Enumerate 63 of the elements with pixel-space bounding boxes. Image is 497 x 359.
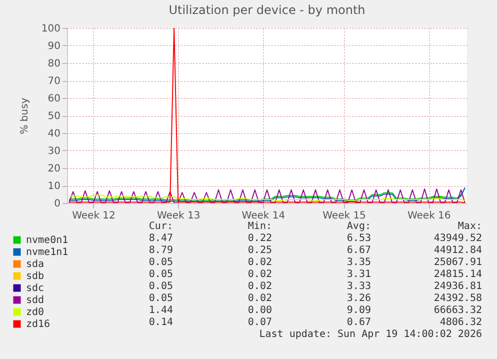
text: 0.02 — [248, 257, 272, 269]
y-axis-title: % busy — [19, 98, 30, 134]
text: 44912.84 — [434, 245, 482, 257]
text: Cur: — [148, 221, 173, 233]
legend-label: zd16 — [26, 319, 50, 330]
x-tick-label: Week 14 — [242, 210, 286, 222]
text: 0.14 — [148, 317, 173, 329]
text: Last update: Sun Apr 19 14:00:02 2026 — [259, 329, 482, 341]
legend-label: zd0 — [26, 307, 44, 318]
legend-label: sdb — [26, 271, 44, 282]
text: Avg: — [346, 221, 371, 233]
text: 43949.52 — [434, 233, 482, 245]
text: 0.25 — [248, 245, 272, 257]
text: 0.05 — [148, 257, 173, 269]
y-tick-label: 60 — [48, 94, 60, 104]
text: 4806.32 — [440, 317, 482, 329]
legend-label: sdc — [26, 283, 44, 294]
text: 0.02 — [248, 293, 272, 305]
text: 0.02 — [248, 269, 272, 281]
text: 6.53 — [346, 233, 371, 245]
x-tick-label: Week 13 — [156, 210, 200, 222]
legend-label: nvme0n1 — [26, 235, 68, 246]
y-tick-label: 20 — [48, 164, 60, 174]
x-tick-label: Week 12 — [72, 210, 116, 222]
text: 25067.91 — [434, 257, 482, 269]
y-tick-label: 40 — [48, 128, 60, 140]
text: 0.05 — [148, 281, 173, 293]
y-tick-label: 0 — [54, 198, 60, 210]
text: 24815.14 — [434, 269, 482, 281]
text: 9.09 — [346, 305, 371, 317]
text: 3.31 — [346, 269, 371, 281]
y-tick-label: 80 — [48, 58, 60, 70]
text: 0.67 — [346, 317, 371, 329]
text: Min: — [248, 221, 272, 233]
legend-label: sdd — [26, 295, 44, 306]
text: 66663.32 — [434, 305, 482, 317]
text: 24392.58 — [434, 293, 482, 305]
text: 0.00 — [248, 305, 272, 317]
y-tick-label: 100 — [41, 24, 60, 34]
text: 24936.81 — [434, 281, 482, 293]
text: 0.02 — [248, 281, 272, 293]
y-tick-label: 90 — [48, 41, 60, 52]
legend-label: sda — [26, 259, 44, 270]
text: Max: — [458, 221, 482, 233]
text: 0.05 — [148, 269, 173, 281]
text: 0.22 — [248, 233, 272, 245]
text: 6.67 — [346, 245, 371, 257]
text: 0.07 — [248, 317, 272, 329]
text: 0.05 — [148, 293, 173, 305]
text: 3.33 — [346, 281, 371, 293]
x-tick-label: Week 15 — [322, 210, 366, 222]
y-tick-label: 50 — [48, 111, 60, 122]
chart-title: Utilization per device - by month — [168, 3, 366, 17]
y-tick-label: 30 — [48, 146, 60, 157]
text: 8.47 — [148, 233, 173, 245]
text: 8.79 — [148, 245, 173, 257]
text: 3.26 — [346, 293, 371, 305]
x-tick-label: Week 16 — [407, 210, 451, 222]
y-tick-label: 70 — [48, 76, 60, 87]
text: 1.44 — [148, 305, 173, 317]
legend-label: nvme1n1 — [26, 247, 68, 258]
text: 3.35 — [346, 257, 371, 269]
y-tick-label: 10 — [48, 181, 60, 192]
